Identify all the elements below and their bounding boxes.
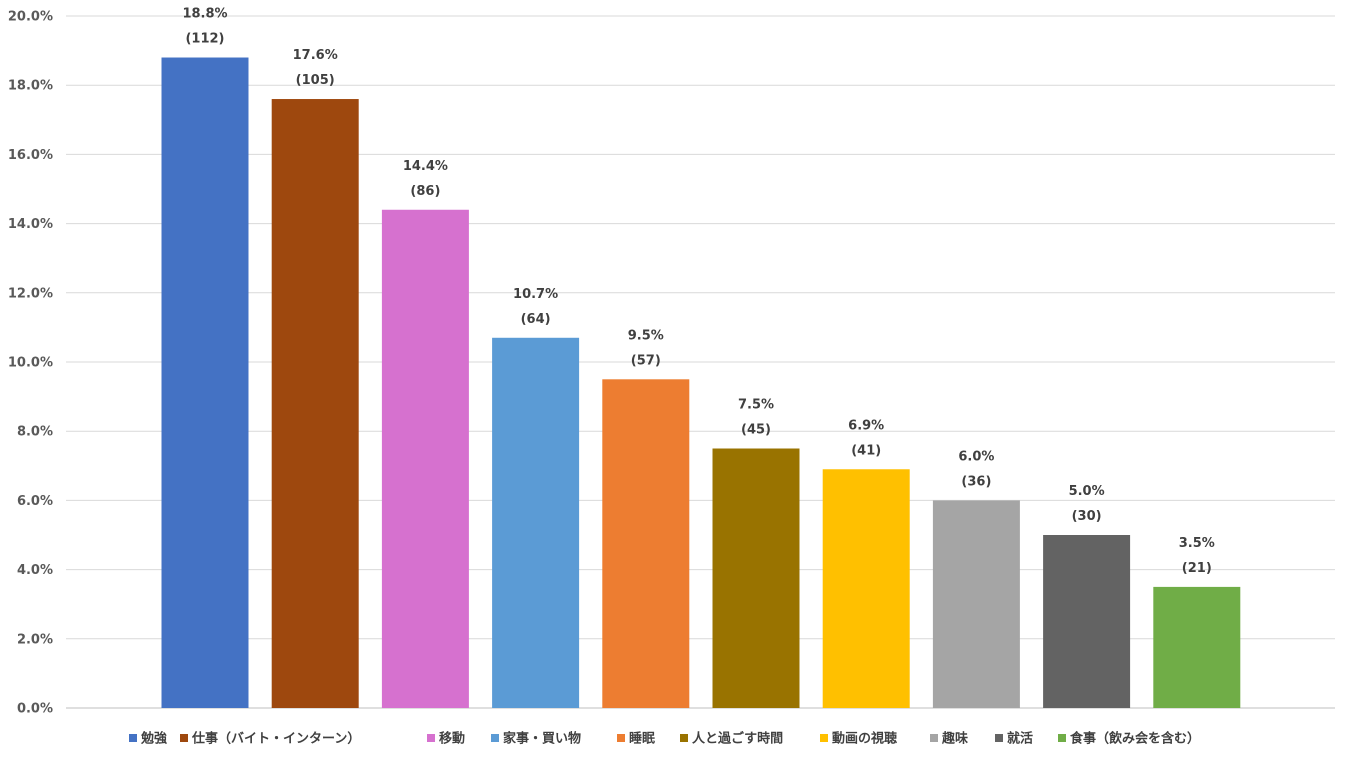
data-label-count: (41)	[851, 443, 881, 458]
bar	[1153, 586, 1241, 708]
data-label-percent: 17.6%	[293, 48, 338, 63]
bar	[932, 500, 1020, 708]
legend-swatch	[930, 734, 938, 742]
data-label-layer: 18.8% (112) 17.6% (105) 14.4% (86) 10.7% (64) 9.…	[182, 7, 1214, 576]
legend-label: 勉強	[140, 731, 167, 747]
y-tick-label: 0.0%	[17, 702, 53, 717]
legend-swatch	[180, 734, 188, 742]
bar	[271, 99, 359, 709]
legend-label: 食事（飲み会を含む）	[1070, 731, 1200, 747]
data-label-count: (21)	[1182, 561, 1212, 576]
legend-swatch	[491, 734, 499, 742]
y-tick-label: 12.0%	[8, 286, 53, 301]
legend-label: 仕事（バイト・インターン）	[191, 731, 360, 747]
data-label-count: (36)	[961, 474, 991, 489]
bar-layer	[161, 57, 1241, 709]
data-label-percent: 3.5%	[1179, 536, 1215, 551]
data-label-percent: 9.5%	[628, 328, 664, 343]
data-label-percent: 7.5%	[738, 398, 774, 413]
legend-swatch	[820, 734, 828, 742]
data-label-percent: 10.7%	[513, 287, 558, 302]
legend-label: 趣味	[941, 731, 968, 747]
bar	[712, 448, 800, 708]
y-tick-label: 18.0%	[8, 79, 53, 94]
legend-swatch	[680, 734, 688, 742]
legend-swatch	[995, 734, 1003, 742]
data-label-count: (86)	[410, 184, 440, 199]
legend-label: 家事・買い物	[503, 731, 581, 747]
legend-swatch	[1058, 734, 1066, 742]
legend-swatch	[617, 734, 625, 742]
y-tick-label: 20.0%	[8, 10, 53, 25]
y-tick-label: 6.0%	[17, 494, 53, 509]
legend-label: 移動	[439, 731, 465, 747]
y-tick-label: 16.0%	[8, 148, 53, 163]
y-tick-label: 8.0%	[17, 425, 53, 440]
data-label-percent: 18.8%	[182, 7, 227, 22]
data-label-count: (57)	[631, 353, 661, 368]
data-label-count: (30)	[1072, 509, 1102, 524]
data-label-count: (105)	[296, 73, 335, 88]
legend-label: 睡眠	[629, 731, 655, 747]
legend-label: 人と過ごす時間	[692, 731, 783, 747]
bar	[1043, 535, 1131, 708]
bar	[492, 337, 580, 708]
y-tick-label: 10.0%	[8, 356, 53, 371]
bar	[161, 57, 249, 708]
y-tick-label: 4.0%	[17, 563, 53, 578]
bar	[822, 469, 910, 708]
legend-label: 就活	[1007, 731, 1033, 747]
data-label-count: (45)	[741, 423, 771, 438]
legend: 勉強 仕事（バイト・インターン） 移動 家事・買い物 睡眠 人と過ごす時間 動画の視聴 趣味 就…	[129, 731, 1200, 747]
data-label-percent: 6.0%	[958, 449, 994, 464]
data-label-percent: 6.9%	[848, 418, 884, 433]
legend-swatch	[427, 734, 435, 742]
y-tick-label: 14.0%	[8, 217, 53, 232]
data-label-percent: 5.0%	[1069, 484, 1105, 499]
data-label-count: (64)	[521, 312, 551, 327]
data-label-percent: 14.4%	[403, 159, 448, 174]
bar	[381, 209, 469, 708]
data-label-count: (112)	[185, 32, 224, 47]
legend-label: 動画の視聴	[832, 731, 897, 747]
bar	[602, 379, 690, 708]
y-tick-label: 2.0%	[17, 632, 53, 647]
legend-swatch	[129, 734, 137, 742]
